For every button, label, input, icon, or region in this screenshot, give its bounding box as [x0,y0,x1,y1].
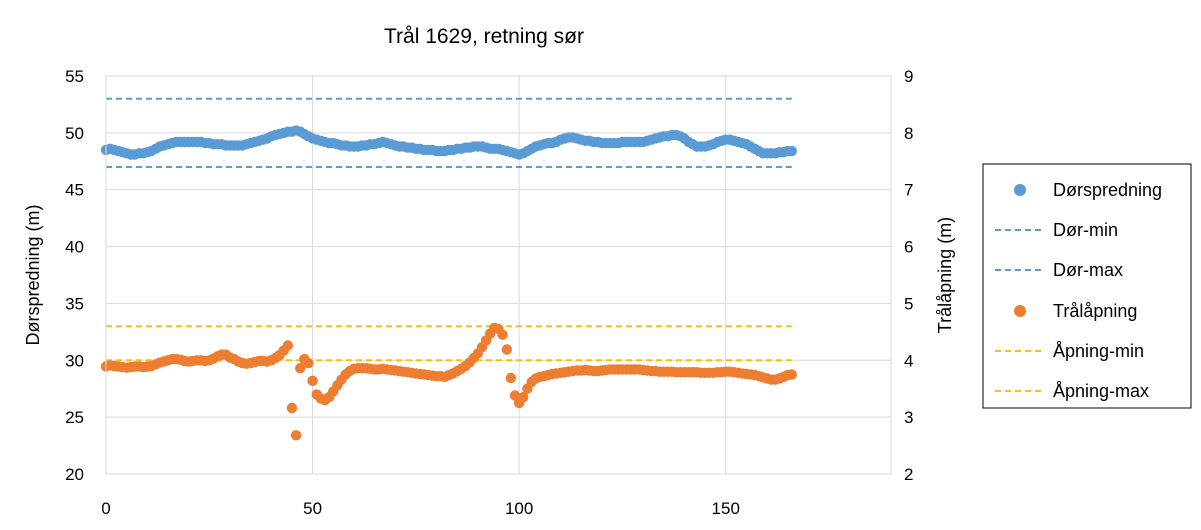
right-axis-title: Trålåpning (m) [935,217,955,333]
x-tick-label: 150 [712,499,740,518]
data-point [307,375,318,386]
y2-tick-label: 8 [904,124,913,143]
y2-tick-label: 2 [904,465,913,484]
y-tick-label: 50 [65,124,84,143]
y2-tick-label: 9 [904,67,913,86]
x-tick-label: 100 [505,499,533,518]
y2-tick-label: 7 [904,181,913,200]
grid-lines [105,75,891,475]
legend-label: Dørspredning [1053,180,1162,200]
y-tick-label: 20 [65,465,84,484]
data-point [518,392,529,403]
plot-area-border [105,75,892,475]
legend-label: Åpning-max [1053,381,1149,401]
legend-box [982,163,1192,409]
y-tick-label: 55 [65,67,84,86]
data-point [786,145,797,157]
chart-title: Trål 1629, retning sør [384,25,584,48]
data-point [303,357,314,369]
data-point [295,363,306,374]
data-point [290,430,302,441]
series-points [100,322,797,441]
data-point [786,369,797,380]
legend-label: Åpning-min [1053,341,1144,361]
plot-series [100,97,797,441]
x-tick-label: 0 [101,499,110,518]
data-point [501,344,512,355]
legend: Dørspredning Dør-min Dør-max Trålåpning Åpni… [982,163,1192,409]
y2-tick-label: 4 [904,351,913,370]
series-points [100,125,797,160]
data-point [282,340,293,351]
legend-marker [1014,184,1026,196]
data-point [286,402,298,414]
x-tick-label: 50 [303,499,322,518]
y2-tick-label: 5 [904,294,913,313]
data-point [505,372,517,384]
legend-label: Trålåpning [1053,301,1137,321]
y2-tick-label: 6 [904,238,913,257]
y-tick-label: 35 [65,294,84,313]
y-tick-label: 30 [65,351,84,370]
y-tick-label: 25 [65,408,84,427]
left-axis-title: Dørspredning (m) [23,204,43,345]
legend-label: Dør-min [1053,220,1118,240]
y-tick-label: 45 [65,181,84,200]
legend-marker [1014,305,1026,317]
legend-label: Dør-max [1053,260,1123,280]
y2-tick-label: 3 [904,408,913,427]
y-tick-label: 40 [65,238,84,257]
data-point [497,329,508,340]
